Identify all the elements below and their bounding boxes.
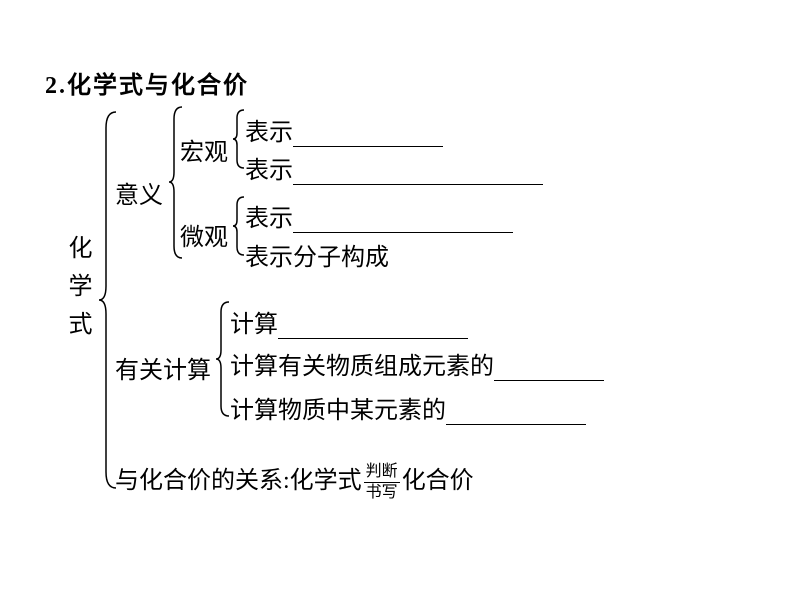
macro-row1-blank <box>293 123 443 147</box>
root-label: 化学式 <box>60 235 95 349</box>
calc-row3-text: 计算物质中某元素的 <box>230 398 446 424</box>
relation-frac-top: 判断 <box>364 462 400 483</box>
macro-row2-blank <box>293 161 543 185</box>
calc-row2-text: 计算有关物质组成元素的 <box>230 354 494 380</box>
brace-micro <box>232 195 246 257</box>
macro-row2: 表示 <box>245 150 543 185</box>
branch-calc-label: 有关计算 <box>115 350 211 385</box>
calc-row3-blank <box>446 401 586 425</box>
relation-frac-bot: 书写 <box>364 483 400 503</box>
calc-row2-blank <box>494 357 604 381</box>
relation-row: 与化合价的关系:化学式判断书写化合价 <box>115 460 474 503</box>
relation-frac: 判断书写 <box>364 462 400 503</box>
branch-meaning-label: 意义 <box>115 175 163 210</box>
micro-label: 微观 <box>180 217 228 252</box>
brace-macro <box>232 108 246 170</box>
relation-suffix: 化合价 <box>402 468 474 494</box>
calc-row1: 计算 <box>230 304 468 339</box>
macro-row1-text: 表示 <box>245 120 293 146</box>
micro-row1-blank <box>293 209 513 233</box>
macro-row1: 表示 <box>245 112 443 147</box>
calc-row1-text: 计算 <box>230 312 278 338</box>
calc-row1-blank <box>278 315 468 339</box>
macro-label: 宏观 <box>180 132 228 167</box>
brace-calc <box>215 300 231 418</box>
calc-row2: 计算有关物质组成元素的 <box>230 346 604 381</box>
micro-row1: 表示 <box>245 198 513 233</box>
relation-prefix: 与化合价的关系:化学式 <box>115 468 362 494</box>
micro-row2: 表示分子构成 <box>245 237 389 272</box>
macro-row2-text: 表示 <box>245 158 293 184</box>
section-title: 2.化学式与化合价 <box>45 65 249 100</box>
brace-root <box>98 110 118 490</box>
calc-row3: 计算物质中某元素的 <box>230 390 586 425</box>
micro-row1-text: 表示 <box>245 206 293 232</box>
